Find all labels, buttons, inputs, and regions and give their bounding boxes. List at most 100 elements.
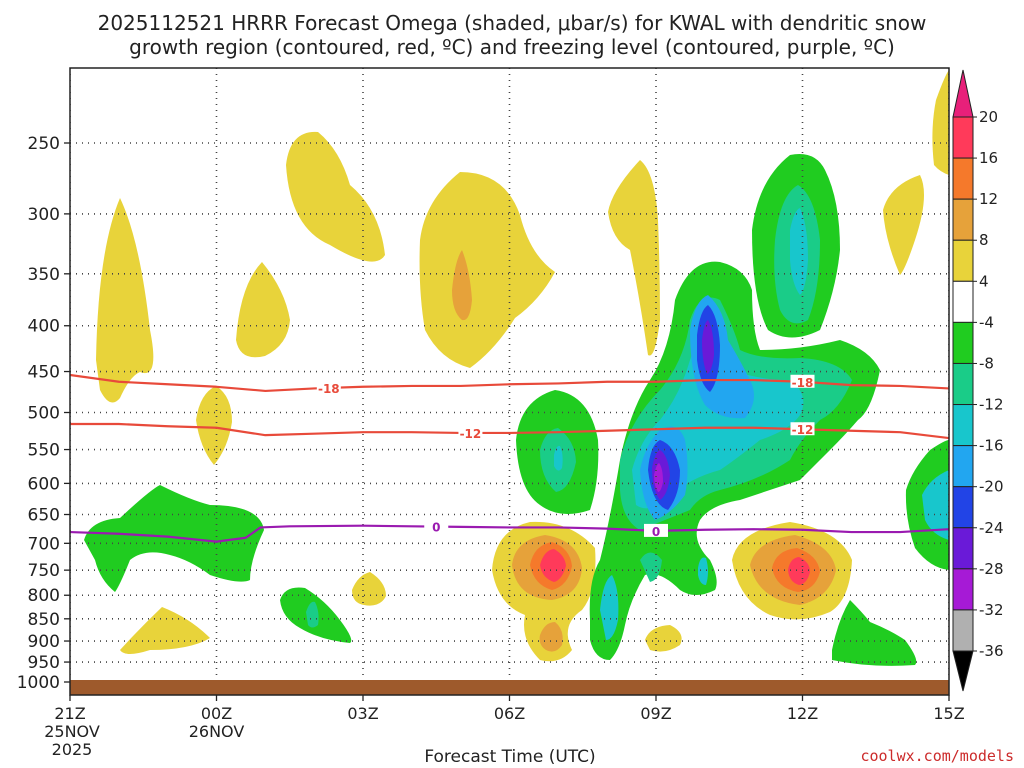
omega-area-green-1 — [84, 485, 264, 592]
omega-area-yellow-1 — [96, 198, 154, 403]
y-tick-label-800: 800 — [28, 586, 60, 606]
omega-area-cyan-4 — [790, 208, 808, 295]
contour-label-bg-0 — [424, 519, 449, 533]
contour-label--18: -18 — [792, 376, 814, 390]
x-tick-sublabel-25NOV: 25NOV — [44, 722, 100, 741]
x-tick-label-12Z: 12Z — [787, 704, 818, 723]
colorbar-swatch-9 — [952, 486, 974, 529]
colorbar-label-3: 8 — [979, 231, 989, 249]
chart-title-line-2: growth region (contoured, red, ºC) and f… — [129, 35, 895, 59]
y-tick-label-400: 400 — [28, 317, 60, 337]
contour-line-0 — [70, 524, 949, 543]
y-tick-label-1000: 1000 — [17, 673, 60, 693]
colorbar-label-8: -16 — [979, 437, 1004, 455]
contour-label-bg--18 — [316, 380, 341, 394]
omega-area-yellow-7 — [932, 70, 949, 175]
colorbar-bottom-arrow — [952, 650, 974, 692]
omega-area-green-6 — [832, 600, 917, 666]
contour-label-0: 0 — [432, 521, 440, 535]
colorbar-label-10: -24 — [979, 519, 1004, 537]
omega-area-orange-1 — [452, 250, 472, 321]
omega-area-red-2 — [788, 557, 810, 585]
contour-layer: -18 -18 -12 -12 0 0 — [70, 373, 949, 543]
y-tick-label-350: 350 — [28, 265, 60, 285]
colorbar-swatch-4 — [952, 280, 974, 323]
contour-label-0: 0 — [652, 525, 660, 539]
colorbar-swatch-12 — [952, 609, 974, 652]
colorbar-swatch-3 — [952, 239, 974, 282]
contour-label--12: -12 — [792, 423, 814, 437]
chart-title-line-1: 2025112521 HRRR Forecast Omega (shaded, … — [98, 11, 927, 35]
y-tick-label-550: 550 — [28, 441, 60, 461]
colorbar-label-2: 12 — [979, 190, 998, 208]
omega-area-cyan-green-1 — [306, 601, 319, 628]
colorbar-label-1: 16 — [979, 149, 998, 167]
colorbar-label-6: -8 — [979, 354, 994, 372]
y-tick-label-750: 750 — [28, 561, 60, 581]
credit-link[interactable]: coolwx.com/models — [860, 747, 1014, 765]
x-tick-label-06Z: 06Z — [494, 704, 525, 723]
x-tick-label-15Z: 15Z — [933, 704, 964, 723]
omega-area-yellow-13 — [645, 625, 682, 652]
colorbar-swatch-11 — [952, 568, 974, 611]
y-tick-label-650: 650 — [28, 506, 60, 526]
omega-area-yellow-5 — [608, 160, 660, 356]
colorbar-label-12: -32 — [979, 601, 1004, 619]
colorbar-label-5: -4 — [979, 313, 994, 331]
omega-area-cyan-green-5 — [640, 552, 662, 582]
x-tick-label-09Z: 09Z — [640, 704, 671, 723]
colorbar-top-arrow — [952, 69, 974, 118]
y-tick-label-900: 900 — [28, 632, 60, 652]
omega-area-yellow-6 — [883, 175, 924, 275]
x-tick-label-03Z: 03Z — [347, 704, 378, 723]
omega-shading — [84, 70, 949, 666]
omega-area-cyan-5 — [600, 575, 619, 640]
contour-label-bg-0 — [644, 523, 668, 537]
omega-area-cyan-6 — [698, 557, 708, 585]
x-tick-sublabel-2025: 2025 — [52, 740, 93, 759]
x-tick-label-21Z: 21Z — [54, 704, 85, 723]
omega-area-yellow-3 — [286, 131, 385, 262]
y-tick-label-700: 700 — [28, 534, 60, 554]
x-tick-sublabel-26NOV: 26NOV — [189, 722, 245, 741]
colorbar-swatch-10 — [952, 527, 974, 570]
x-axis-label: Forecast Time (UTC) — [424, 747, 595, 767]
omega-area-yellow-10 — [120, 607, 210, 654]
colorbar-swatch-7 — [952, 404, 974, 447]
y-tick-label-500: 500 — [28, 404, 60, 424]
colorbar: 20 16 12 8 4 -4 -8 -12 -16 -20 -24 -28 -32 -36 — [952, 69, 1004, 692]
colorbar-label-4: 4 — [979, 272, 989, 290]
omega-area-orange-3 — [539, 622, 563, 652]
grid-lines — [70, 68, 949, 682]
omega-area-yellow-9 — [352, 572, 386, 606]
colorbar-label-0: 20 — [979, 108, 998, 126]
colorbar-swatch-6 — [952, 362, 974, 406]
colorbar-swatch-2 — [952, 198, 974, 241]
y-tick-label-300: 300 — [28, 205, 60, 225]
y-tick-label-950: 950 — [28, 653, 60, 673]
colorbar-swatch-0 — [952, 116, 974, 159]
contour-label-bg--18 — [790, 374, 815, 388]
omega-area-cyan-2 — [922, 470, 949, 540]
contour-label-bg--12 — [790, 422, 815, 436]
colorbar-label-13: -36 — [979, 642, 1004, 660]
y-tick-label-600: 600 — [28, 474, 60, 494]
y-tick-label-850: 850 — [28, 610, 60, 630]
contour-label--12: -12 — [460, 427, 482, 441]
x-tick-label-00Z: 00Z — [201, 704, 232, 723]
ground-surface-bar — [70, 680, 949, 695]
omega-area-yellow-2 — [236, 262, 290, 358]
omega-area-yellow-4 — [419, 172, 555, 368]
omega-area-red-1 — [540, 549, 566, 582]
colorbar-label-7: -12 — [979, 396, 1004, 414]
y-tick-label-250: 250 — [28, 134, 60, 154]
colorbar-label-11: -28 — [979, 560, 1004, 578]
colorbar-swatch-1 — [952, 157, 974, 200]
colorbar-swatch-8 — [952, 445, 974, 488]
omega-area-purple-2 — [702, 320, 714, 374]
colorbar-swatch-5 — [952, 321, 974, 364]
plot-area: -18 -18 -12 -12 0 0 — [70, 68, 949, 682]
y-axis: 2503003504004505005506006507007508008509… — [17, 134, 70, 693]
